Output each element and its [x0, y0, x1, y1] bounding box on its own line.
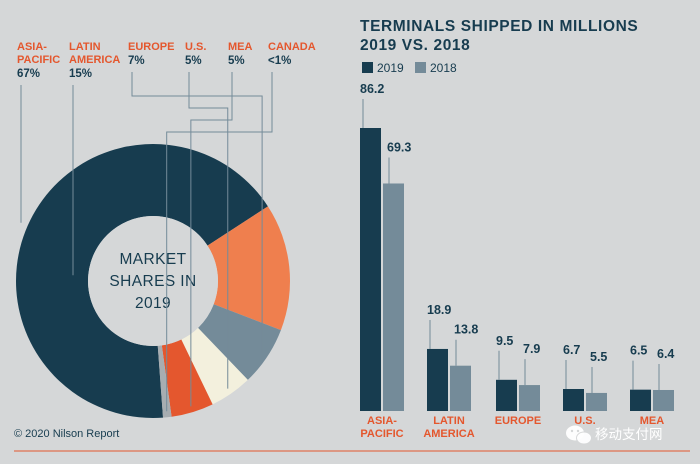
bar-2018-4 — [653, 389, 674, 411]
bar-category-4-0: MEA — [640, 415, 665, 427]
watermark: 移动支付网 — [566, 425, 663, 445]
donut-label-value-5: <1% — [268, 55, 291, 67]
bar-chart: 86.2 69.3 ASIA-PACIFIC 18.913.8 LATINAMERICA… — [360, 82, 674, 440]
bar-2019-1 — [427, 348, 448, 411]
donut-label-3: U.S. 5% — [185, 41, 229, 389]
donut-label-value-1: 15% — [69, 68, 92, 80]
bar-chart-title-line-2: 2019 VS. 2018 — [360, 37, 470, 54]
donut-label-region-5-0: CANADA — [268, 41, 316, 53]
bar-group-2: 9.5 7.9 EUROPE — [495, 334, 541, 427]
bar-group-3: 6.7 5.5 U.S. — [563, 343, 607, 427]
donut-slice-5 — [157, 345, 172, 418]
copyright-text: © 2020 Nilson Report — [14, 428, 119, 440]
legend-swatch-2018 — [415, 62, 426, 73]
donut-center-line-2: 2019 — [135, 295, 171, 312]
donut-label-region-4-0: MEA — [228, 41, 253, 53]
bar-group-4: 6.5 6.4 MEA — [630, 344, 674, 427]
wechat-icon — [566, 425, 592, 445]
bar-category-0-1: PACIFIC — [360, 428, 403, 440]
bar-category-2-0: EUROPE — [495, 415, 541, 427]
bar-value-2019-3: 6.7 — [563, 343, 580, 357]
donut-label-region-1-0: LATIN — [69, 41, 101, 53]
bar-value-2018-0: 69.3 — [387, 140, 411, 154]
donut-slice-4 — [161, 339, 213, 417]
legend-swatch-2019 — [362, 62, 373, 73]
donut-label-region-3-0: U.S. — [185, 41, 206, 53]
donut-slice-2 — [197, 304, 281, 380]
bar-value-2018-2: 7.9 — [523, 342, 540, 356]
donut-leader-line-2 — [131, 72, 263, 354]
donut-label-2: EUROPE 7% — [128, 41, 263, 354]
donut-leader-line-5 — [166, 72, 273, 412]
bar-value-2019-1: 18.9 — [427, 303, 451, 317]
donut-label-4: MEA 5% — [190, 41, 253, 407]
donut-label-0: ASIA-PACIFIC 67% — [17, 41, 60, 223]
bar-2018-1 — [450, 365, 471, 411]
donut-center-line-1: SHARES IN — [109, 273, 196, 290]
bar-value-2019-2: 9.5 — [496, 334, 513, 348]
bar-value-2018-4: 6.4 — [657, 347, 674, 361]
bar-category-0-0: ASIA- — [367, 415, 397, 427]
bar-value-2018-3: 5.5 — [590, 350, 607, 364]
bar-2019-4 — [630, 389, 651, 411]
bar-group-0: 86.2 69.3 ASIA-PACIFIC — [360, 82, 411, 440]
bar-chart-legend: 2019 2018 — [362, 61, 457, 75]
donut-label-5: CANADA <1% — [166, 41, 316, 412]
market-share-donut: MARKET SHARES IN 2019 — [15, 143, 290, 418]
bar-value-2018-1: 13.8 — [454, 323, 478, 337]
donut-label-region-1-1: AMERICA — [69, 54, 120, 66]
donut-label-value-3: 5% — [185, 55, 202, 67]
donut-center-line-0: MARKET — [120, 251, 187, 268]
donut-leader-line-4 — [190, 72, 233, 407]
donut-label-value-4: 5% — [228, 55, 245, 67]
donut-leader-line-3 — [188, 72, 229, 389]
donut-slice-0 — [15, 143, 268, 418]
bar-value-2019-0: 86.2 — [360, 82, 384, 96]
legend-label-2019: 2019 — [377, 61, 404, 75]
bar-value-2019-4: 6.5 — [630, 344, 647, 358]
bar-chart-title: TERMINALS SHIPPED IN MILLIONS 2019 VS. 2… — [360, 18, 638, 54]
donut-label-value-0: 67% — [17, 68, 40, 80]
donut-label-region-0-1: PACIFIC — [17, 54, 60, 66]
bar-2018-3 — [586, 392, 607, 411]
bar-2018-0 — [383, 183, 404, 411]
watermark-text: 移动支付网 — [595, 427, 663, 443]
bar-2019-2 — [496, 379, 517, 411]
bar-category-1-1: AMERICA — [423, 428, 474, 440]
legend-label-2018: 2018 — [430, 61, 457, 75]
donut-label-region-2-0: EUROPE — [128, 41, 174, 53]
donut-label-region-0-0: ASIA- — [17, 41, 47, 53]
bar-2019-3 — [563, 389, 584, 411]
bar-chart-title-line-1: TERMINALS SHIPPED IN MILLIONS — [360, 18, 638, 35]
donut-hole — [88, 216, 218, 346]
bar-2018-2 — [519, 385, 540, 411]
bar-category-1-0: LATIN — [433, 415, 465, 427]
donut-center-text: MARKET SHARES IN 2019 — [109, 251, 196, 312]
donut-slice-3 — [181, 327, 248, 405]
bar-category-3-0: U.S. — [574, 415, 595, 427]
bar-2019-0 — [360, 128, 381, 411]
donut-label-value-2: 7% — [128, 55, 145, 67]
